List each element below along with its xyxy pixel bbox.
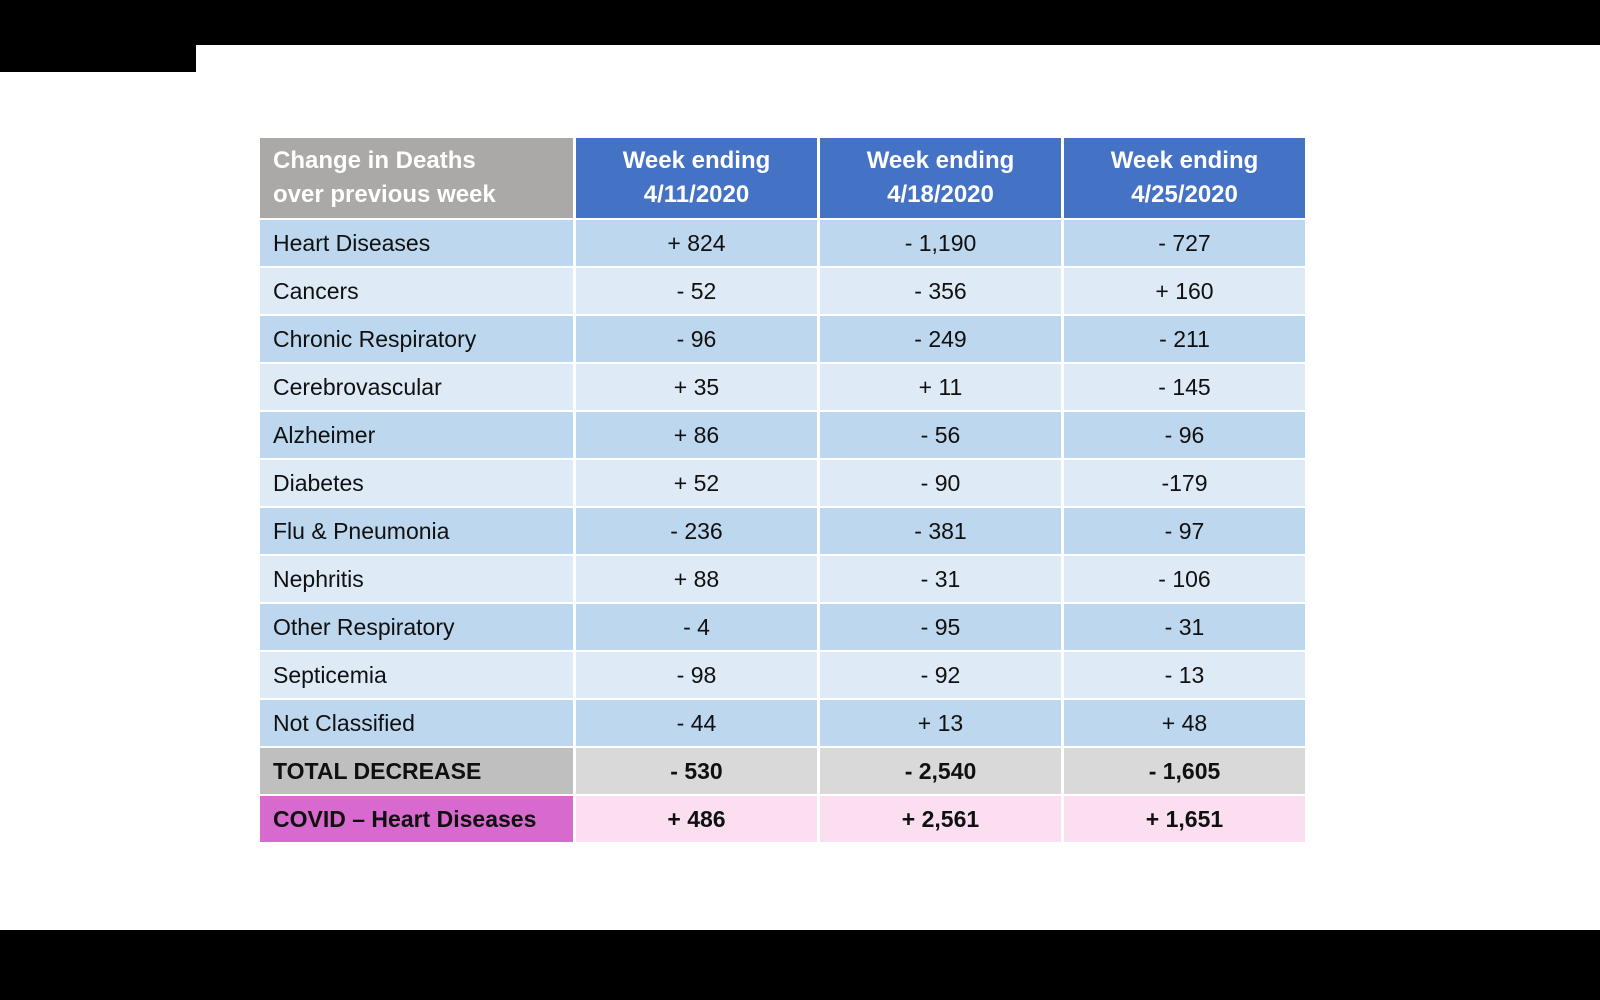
deaths-change-table: Change in Deaths over previous week Week… bbox=[260, 138, 1305, 842]
cell-value: + 824 bbox=[576, 220, 817, 266]
column-header-date: 4/25/2020 bbox=[1131, 181, 1238, 208]
column-header-date: 4/18/2020 bbox=[887, 181, 994, 208]
cell-value: - 56 bbox=[820, 412, 1061, 458]
cell-value: - 236 bbox=[576, 508, 817, 554]
row-label: Septicemia bbox=[260, 652, 573, 698]
cell-value: - 727 bbox=[1064, 220, 1305, 266]
row-label: Other Respiratory bbox=[260, 604, 573, 650]
cell-value: + 1,651 bbox=[1064, 796, 1305, 842]
cell-value: + 11 bbox=[820, 364, 1061, 410]
cell-value: + 88 bbox=[576, 556, 817, 602]
cell-value: - 98 bbox=[576, 652, 817, 698]
table-title-cell: Change in Deaths over previous week bbox=[260, 138, 573, 218]
column-header-week1: Week ending 4/11/2020 bbox=[576, 138, 817, 218]
cell-value: + 160 bbox=[1064, 268, 1305, 314]
cell-value: - 211 bbox=[1064, 316, 1305, 362]
cell-value: - 530 bbox=[576, 748, 817, 794]
cell-value: - 31 bbox=[1064, 604, 1305, 650]
total-row-label: TOTAL DECREASE bbox=[260, 748, 573, 794]
cell-value: - 96 bbox=[1064, 412, 1305, 458]
cell-value: + 2,561 bbox=[820, 796, 1061, 842]
column-header-label: Week ending bbox=[622, 147, 771, 175]
table-title-line1: Change in Deaths bbox=[273, 147, 476, 175]
row-label: Cancers bbox=[260, 268, 573, 314]
cell-value: - 31 bbox=[820, 556, 1061, 602]
cell-value: - 97 bbox=[1064, 508, 1305, 554]
cell-value: - 96 bbox=[576, 316, 817, 362]
row-label: Alzheimer bbox=[260, 412, 573, 458]
cell-value: - 1,605 bbox=[1064, 748, 1305, 794]
cell-value: + 48 bbox=[1064, 700, 1305, 746]
column-header-date: 4/11/2020 bbox=[643, 181, 750, 208]
row-label: Flu & Pneumonia bbox=[260, 508, 573, 554]
row-label: Chronic Respiratory bbox=[260, 316, 573, 362]
row-label: Not Classified bbox=[260, 700, 573, 746]
cell-value: -179 bbox=[1064, 460, 1305, 506]
letterbox-bottom bbox=[0, 930, 1600, 1000]
cell-value: - 92 bbox=[820, 652, 1061, 698]
cell-value: - 2,540 bbox=[820, 748, 1061, 794]
row-label: Nephritis bbox=[260, 556, 573, 602]
cell-value: + 13 bbox=[820, 700, 1061, 746]
cell-value: - 44 bbox=[576, 700, 817, 746]
cell-value: - 381 bbox=[820, 508, 1061, 554]
cell-value: - 249 bbox=[820, 316, 1061, 362]
letterbox-top bbox=[0, 0, 1600, 45]
row-label: Diabetes bbox=[260, 460, 573, 506]
cell-value: + 35 bbox=[576, 364, 817, 410]
cell-value: - 13 bbox=[1064, 652, 1305, 698]
cell-value: - 356 bbox=[820, 268, 1061, 314]
cell-value: - 145 bbox=[1064, 364, 1305, 410]
column-header-label: Week ending bbox=[866, 147, 1015, 175]
column-header-week2: Week ending 4/18/2020 bbox=[820, 138, 1061, 218]
column-header-week3: Week ending 4/25/2020 bbox=[1064, 138, 1305, 218]
cell-value: + 86 bbox=[576, 412, 817, 458]
cell-value: + 52 bbox=[576, 460, 817, 506]
row-label: Cerebrovascular bbox=[260, 364, 573, 410]
cell-value: - 95 bbox=[820, 604, 1061, 650]
cell-value: + 486 bbox=[576, 796, 817, 842]
cell-value: - 1,190 bbox=[820, 220, 1061, 266]
cell-value: - 106 bbox=[1064, 556, 1305, 602]
covid-row-label: COVID – Heart Diseases bbox=[260, 796, 573, 842]
cell-value: - 52 bbox=[576, 268, 817, 314]
cell-value: - 4 bbox=[576, 604, 817, 650]
table-title-line2: over previous week bbox=[273, 181, 496, 208]
column-header-label: Week ending bbox=[1110, 147, 1259, 175]
letterbox-top-left-corner bbox=[0, 0, 196, 72]
cell-value: - 90 bbox=[820, 460, 1061, 506]
row-label: Heart Diseases bbox=[260, 220, 573, 266]
